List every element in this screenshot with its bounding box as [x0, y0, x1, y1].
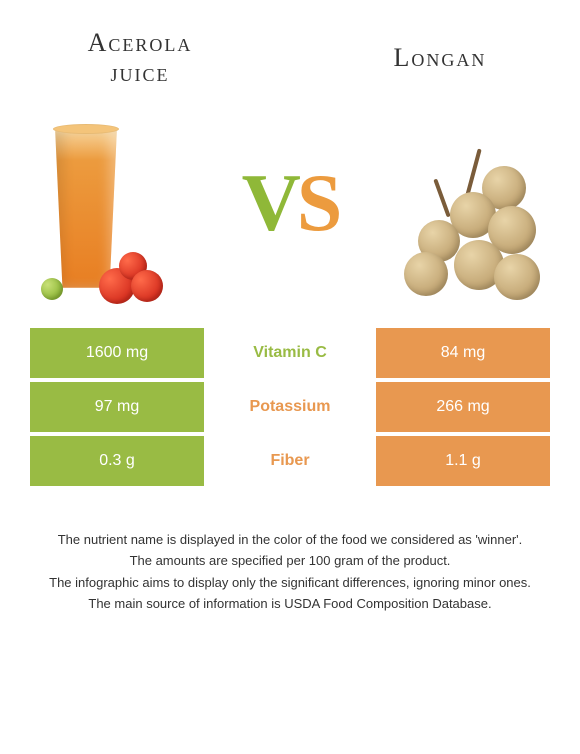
vs-v: V	[242, 157, 297, 248]
cell-right-value: 266 mg	[376, 382, 550, 432]
footnote-line: The main source of information is USDA F…	[44, 594, 536, 614]
cell-right-value: 1.1 g	[376, 436, 550, 486]
cell-nutrient: Fiber	[204, 436, 376, 486]
left-food-title: Acerola juice	[40, 28, 240, 88]
footnote-line: The nutrient name is displayed in the co…	[44, 530, 536, 550]
table-row: 0.3 g Fiber 1.1 g	[30, 436, 550, 486]
footnotes: The nutrient name is displayed in the co…	[0, 490, 580, 614]
left-title-line1: Acerola	[88, 28, 193, 57]
left-title-line2: juice	[111, 58, 170, 87]
images-row: VS	[0, 88, 580, 328]
cell-left-value: 1600 mg	[30, 328, 204, 378]
right-title: Longan	[394, 43, 487, 72]
header: Acerola juice Longan	[0, 0, 580, 88]
table-row: 1600 mg Vitamin C 84 mg	[30, 328, 550, 378]
left-food-image	[40, 108, 190, 298]
right-food-title: Longan	[340, 43, 540, 73]
cell-right-value: 84 mg	[376, 328, 550, 378]
acerola-juice-illustration	[55, 128, 175, 298]
right-food-image	[390, 108, 540, 298]
vs-label: VS	[242, 156, 339, 250]
footnote-line: The amounts are specified per 100 gram o…	[44, 551, 536, 571]
table-row: 97 mg Potassium 266 mg	[30, 382, 550, 432]
cell-nutrient: Vitamin C	[204, 328, 376, 378]
footnote-line: The infographic aims to display only the…	[44, 573, 536, 593]
vs-s: S	[297, 157, 339, 248]
cell-left-value: 97 mg	[30, 382, 204, 432]
comparison-table: 1600 mg Vitamin C 84 mg 97 mg Potassium …	[0, 328, 580, 486]
cell-nutrient: Potassium	[204, 382, 376, 432]
cell-left-value: 0.3 g	[30, 436, 204, 486]
longan-illustration	[390, 158, 540, 298]
